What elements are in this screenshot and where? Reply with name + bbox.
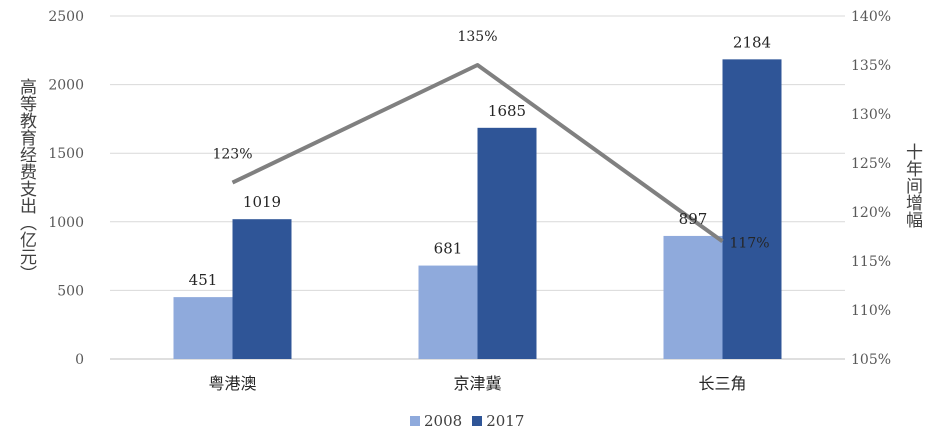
bars xyxy=(173,59,782,360)
y-tick-label: 0 xyxy=(75,352,84,368)
y2-tick-label: 105% xyxy=(851,352,891,368)
y2-tick-label: 120% xyxy=(851,205,891,221)
y2-tick-label: 115% xyxy=(851,254,891,270)
bar-2008 xyxy=(418,265,478,359)
bar-value-label: 451 xyxy=(189,271,218,289)
y-tick-label: 1000 xyxy=(48,215,84,231)
category-label: 粤港澳 xyxy=(208,374,256,393)
growth-line-path xyxy=(231,63,724,244)
left-axis-ticks: 0 500 1000 1500 2000 2500 xyxy=(48,9,84,368)
y2-tick-label: 140% xyxy=(851,9,891,25)
legend-label-2017: 2017 xyxy=(486,412,525,430)
y-tick-label: 500 xyxy=(57,283,84,299)
category-label: 京津冀 xyxy=(453,374,501,393)
legend-swatch-2008 xyxy=(410,416,420,426)
legend-swatch-2017 xyxy=(472,416,483,426)
y2-tick-label: 135% xyxy=(851,58,891,74)
y2-axis-title: 十年间增幅 xyxy=(902,143,922,228)
growth-line xyxy=(231,63,724,244)
y-axis-title: 高等教育经费支出（亿元） xyxy=(16,78,36,282)
bar-value-label: 1019 xyxy=(243,193,281,211)
legend-label-2008: 2008 xyxy=(424,412,463,430)
y2-tick-label: 110% xyxy=(851,303,891,319)
bar-2017 xyxy=(722,59,782,360)
y-tick-label: 2500 xyxy=(48,9,84,25)
bar-2008 xyxy=(173,297,233,359)
legend-item-2008: 2008 xyxy=(410,412,462,430)
y-tick-label: 2000 xyxy=(48,78,84,94)
bar-2017 xyxy=(232,219,292,359)
bar-value-label: 2184 xyxy=(733,33,771,51)
category-label: 长三角 xyxy=(698,374,746,393)
legend: 2008 2017 xyxy=(410,412,524,430)
category-labels: 粤港澳 京津冀 长三角 xyxy=(208,374,746,393)
y2-tick-label: 125% xyxy=(851,156,891,172)
data-labels: 451 1019 681 1685 897 2184 123% 135% 117% xyxy=(189,29,771,289)
bar-2008 xyxy=(663,235,723,359)
bar-value-label: 1685 xyxy=(488,102,526,120)
growth-value-label: 135% xyxy=(457,29,497,45)
bar-2017 xyxy=(477,127,537,360)
bar-value-label: 681 xyxy=(434,240,463,258)
right-axis-ticks: 105% 110% 115% 120% 125% 130% 135% 140% xyxy=(851,9,891,368)
y-tick-label: 1500 xyxy=(48,146,84,162)
growth-value-label: 123% xyxy=(212,147,252,163)
legend-item-2017: 2017 xyxy=(472,412,524,430)
y2-tick-label: 130% xyxy=(851,107,891,123)
growth-value-label: 117% xyxy=(729,235,769,251)
bar-value-label: 897 xyxy=(679,210,708,228)
